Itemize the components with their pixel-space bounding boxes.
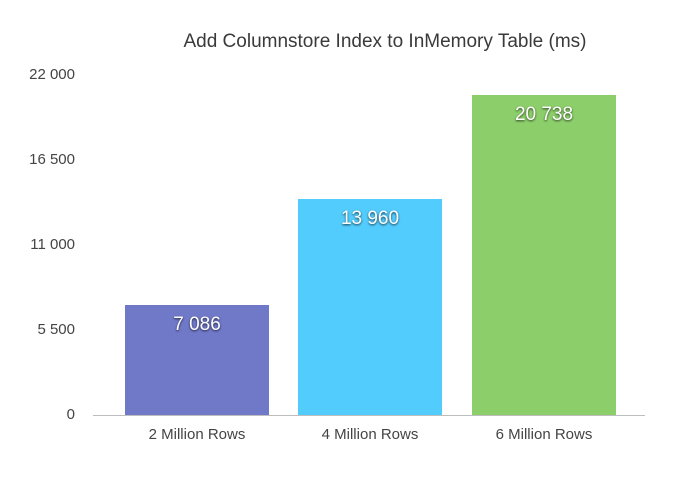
bar: 20 738 <box>472 94 616 415</box>
x-tick-label: 6 Million Rows <box>495 426 593 443</box>
bar: 7 086 <box>125 305 269 415</box>
y-tick-label: 16 500 <box>29 151 75 168</box>
y-tick-label: 5 500 <box>37 321 75 338</box>
x-tick-label: 4 Million Rows <box>321 426 419 443</box>
x-axis-line <box>93 415 645 416</box>
y-tick-label: 11 000 <box>30 236 75 253</box>
y-tick-label: 22 000 <box>29 66 75 83</box>
y-tick-label: 0 <box>66 406 75 423</box>
bar-value-label: 13 960 <box>340 208 400 230</box>
chart-title: Add Columnstore Index to InMemory Table … <box>183 31 587 52</box>
bar-value-label: 20 738 <box>514 103 574 125</box>
bar: 13 960 <box>298 199 442 415</box>
bar-value-label: 7 086 <box>173 314 221 336</box>
x-tick-label: 2 Million Rows <box>148 426 246 443</box>
